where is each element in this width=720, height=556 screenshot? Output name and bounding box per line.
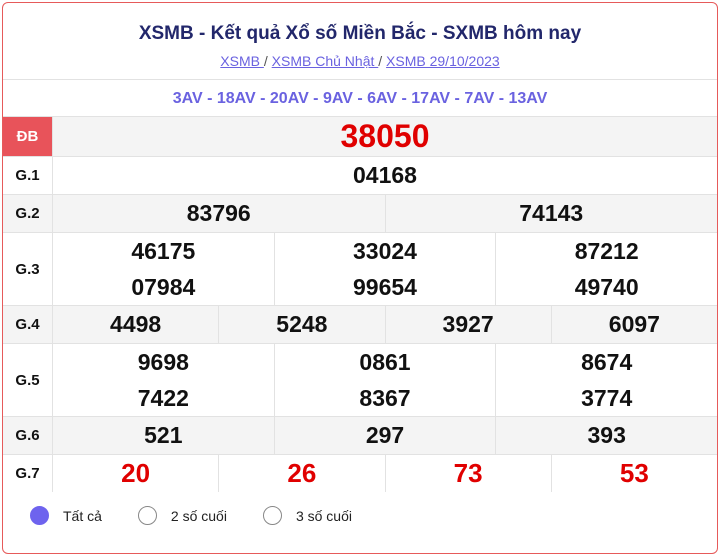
prize-number: 33024 (353, 237, 417, 264)
prize-cell: 87212 49740 (495, 233, 717, 305)
prize-label: G.6 (3, 417, 53, 454)
filter-option[interactable]: Tất cả (30, 506, 102, 525)
prize-number: 8674 (581, 348, 633, 375)
prize-number: 04168 (353, 162, 417, 188)
prize-number: 6097 (608, 311, 660, 337)
prize-cell: 297 (273, 417, 496, 454)
prize-row: G.7 20 26 73 53 (3, 454, 717, 492)
prize-label: G.5 (3, 344, 53, 416)
prize-cell: 8674 3774 (495, 344, 717, 416)
prize-row: G.3 46175 07984 33024 99654 87212 49740 (3, 232, 717, 305)
prize-number: 0861 (359, 348, 411, 375)
prize-number: 38050 (340, 118, 430, 154)
prize-cell: 393 (495, 417, 717, 454)
prize-number: 83796 (186, 200, 251, 226)
prize-cell: 5248 (218, 306, 384, 343)
prize-number: 26 (287, 458, 317, 488)
prize-cell: 9698 7422 (53, 344, 274, 416)
results-table: ĐB 38050 G.1 04168 G.2 83796 74143 G.3 46175 0798… (3, 116, 717, 492)
prize-number: 73 (453, 458, 483, 488)
prize-cell: 3927 (384, 306, 551, 343)
prize-label: G.1 (3, 157, 53, 194)
prize-number: 53 (619, 458, 649, 488)
prize-number: 4498 (110, 311, 162, 337)
prize-number: 297 (365, 422, 405, 448)
prize-number: 49740 (574, 273, 639, 300)
radio-icon[interactable] (137, 506, 157, 525)
prize-cell: 6097 (550, 306, 717, 343)
prize-label: G.7 (3, 455, 53, 492)
prize-row: G.1 04168 (3, 156, 717, 194)
prize-number: 20 (121, 458, 151, 488)
digit-filter: Tất cả 2 số cuối 3 số cuối (30, 506, 388, 525)
breadcrumb-sunday[interactable]: XSMB Chủ Nhật (271, 53, 379, 69)
prize-number: 393 (587, 422, 626, 448)
filter-label: 3 số cuối (295, 507, 352, 524)
breadcrumb-date[interactable]: XSMB 29/10/2023 (386, 53, 500, 69)
prize-number: 9698 (137, 348, 189, 375)
prize-row: G.4 4498 5248 3927 6097 (3, 305, 717, 343)
page-title: XSMB - Kết quả Xổ số Miền Bắc - SXMB hôm… (138, 23, 582, 44)
prize-label: G.2 (3, 195, 53, 232)
prize-number: 99654 (353, 273, 417, 300)
prize-number: 3774 (581, 384, 633, 411)
breadcrumb-xsmb[interactable]: XSMB (220, 53, 264, 69)
prize-row: ĐB 38050 (3, 116, 717, 156)
prize-number: 8367 (359, 384, 411, 411)
prize-number: 07984 (131, 273, 196, 300)
prize-number: 46175 (131, 237, 196, 264)
special-codes: 3AV - 18AV - 20AV - 9AV - 6AV - 17AV - 7… (3, 79, 717, 117)
prize-cell: 0861 8367 (273, 344, 496, 416)
prize-label: ĐB (3, 117, 53, 156)
prize-cell: 83796 (53, 195, 385, 232)
radio-icon[interactable] (262, 506, 282, 525)
prize-cell: 4498 (53, 306, 218, 343)
prize-cell: 73 (384, 455, 551, 492)
filter-label: 2 số cuối (170, 507, 227, 524)
prize-cell: 53 (550, 455, 717, 492)
prize-cell: 26 (218, 455, 384, 492)
prize-cell: 521 (53, 417, 274, 454)
prize-row: G.5 9698 7422 0861 8367 8674 3774 (3, 343, 717, 416)
prize-number: 521 (144, 422, 183, 448)
filter-label: Tất cả (63, 507, 102, 524)
prize-number: 74143 (519, 200, 584, 226)
breadcrumb-separator: / (378, 53, 383, 69)
prize-number: 7422 (137, 384, 189, 411)
prize-number: 87212 (574, 237, 639, 264)
prize-cell: 38050 (53, 117, 717, 156)
prize-row: G.2 83796 74143 (3, 194, 717, 232)
breadcrumb: XSMB / XSMB Chủ Nhật / XSMB 29/10/2023 (3, 53, 717, 69)
filter-option[interactable]: 3 số cuối (262, 506, 352, 525)
prize-label: G.4 (3, 306, 53, 343)
prize-cell: 74143 (384, 195, 718, 232)
prize-number: 5248 (276, 311, 328, 337)
breadcrumb-separator: / (263, 53, 268, 69)
radio-icon[interactable] (30, 506, 49, 525)
prize-cell: 46175 07984 (53, 233, 274, 305)
prize-cell: 04168 (53, 157, 717, 194)
prize-row: G.6 521 297 393 (3, 416, 717, 454)
prize-cell: 20 (53, 455, 218, 492)
prize-label: G.3 (3, 233, 53, 305)
prize-cell: 33024 99654 (273, 233, 496, 305)
filter-option[interactable]: 2 số cuối (137, 506, 227, 525)
prize-number: 3927 (442, 311, 494, 337)
